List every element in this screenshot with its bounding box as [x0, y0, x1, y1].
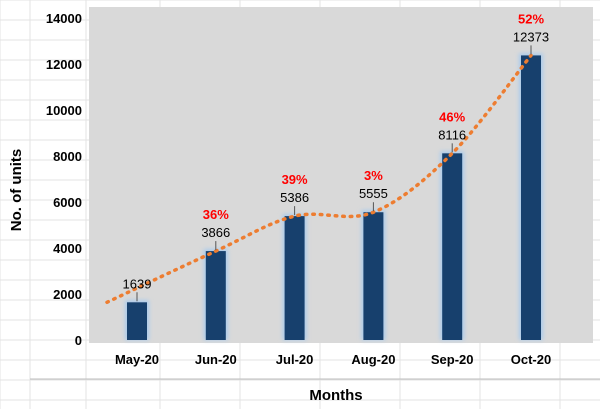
value-label: 5555	[359, 186, 388, 201]
x-tick-label: May-20	[115, 352, 159, 367]
trendline	[105, 53, 533, 305]
growth-label: 39%	[282, 172, 308, 187]
y-axis-ticks: 0 2000 4000 6000 8000 10000 12000 14000	[46, 11, 82, 348]
bars	[125, 53, 543, 341]
y-tick-label: 12000	[46, 57, 82, 72]
plot-area	[89, 7, 593, 343]
y-tick-label: 8000	[53, 149, 82, 164]
y-tick-label: 2000	[53, 287, 82, 302]
bar	[205, 251, 226, 340]
x-axis-title: Months	[309, 387, 362, 404]
y-tick-label: 6000	[53, 195, 82, 210]
y-tick-label: 0	[75, 333, 82, 348]
y-tick-label: 10000	[46, 103, 82, 118]
bar	[127, 302, 147, 340]
x-tick-label: Oct-20	[511, 352, 551, 367]
bar	[284, 216, 305, 340]
growth-label: 3%	[364, 168, 383, 183]
x-tick-label: Sep-20	[431, 352, 474, 367]
growth-label: 36%	[203, 207, 229, 222]
x-tick-label: Jun-20	[195, 352, 237, 367]
x-axis-ticks: May-20 Jun-20 Jul-20 Aug-20 Sep-20 Oct-20	[115, 352, 551, 367]
y-tick-label: 14000	[46, 11, 82, 26]
value-label: 12373	[513, 29, 549, 44]
y-axis-title: No. of units	[8, 149, 25, 232]
x-tick-label: Jul-20	[276, 352, 314, 367]
y-tick-label: 4000	[53, 241, 82, 256]
growth-label: 52%	[518, 11, 544, 26]
value-label: 8116	[438, 127, 466, 142]
value-label: 5386	[280, 190, 309, 205]
data-labels: 1639 3866 36% 5386 39% 5555 3% 8116 46% 12373 52%	[123, 11, 549, 302]
growth-label: 46%	[439, 109, 465, 124]
bar	[363, 212, 384, 340]
bar	[521, 55, 541, 341]
bar	[442, 153, 463, 340]
value-label: 3866	[201, 225, 230, 240]
value-label: 1639	[123, 276, 152, 291]
x-tick-label: Aug-20	[351, 352, 395, 367]
